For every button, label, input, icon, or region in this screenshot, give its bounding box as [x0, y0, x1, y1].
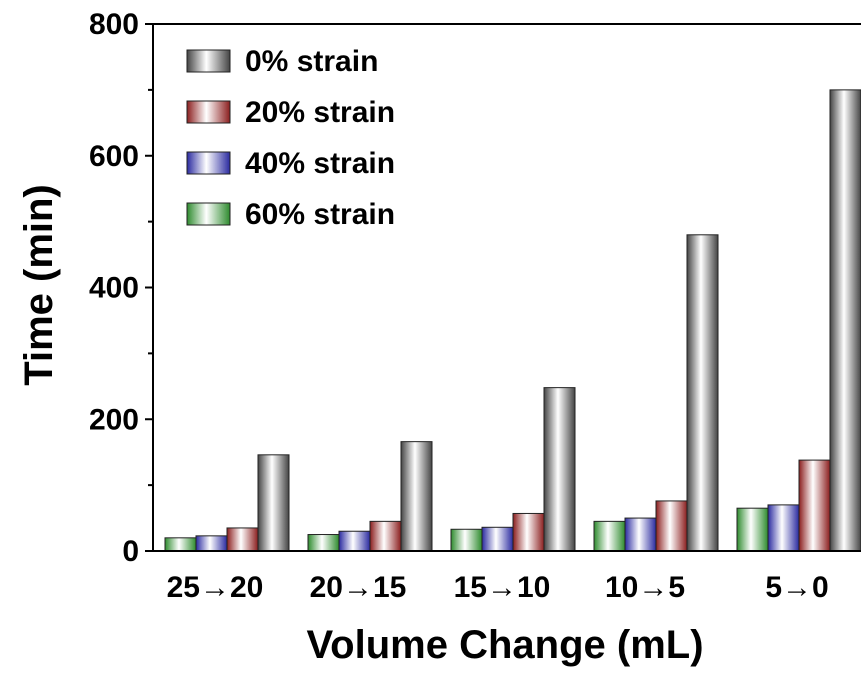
bar	[686, 234, 719, 552]
x-axis-title: Volume Change (mL)	[306, 623, 703, 667]
bar	[543, 387, 576, 552]
bar	[512, 512, 545, 552]
bar	[450, 528, 483, 552]
bar	[195, 535, 228, 552]
x-tick-label: 10→5	[605, 571, 685, 604]
x-tick-label: 25→20	[167, 571, 264, 604]
y-tick-label: 0	[122, 535, 139, 568]
legend: 0% strain 20% strain 40% strain 60% strain	[186, 45, 395, 231]
legend-swatch	[186, 100, 231, 124]
bar	[400, 441, 433, 552]
legend-swatch	[186, 151, 231, 175]
bar	[369, 520, 402, 552]
x-tick-label: 5→0	[765, 571, 828, 604]
bar	[829, 89, 861, 552]
bar	[624, 517, 657, 552]
bar	[164, 537, 197, 552]
legend-swatch	[186, 49, 231, 73]
legend-label: 40% strain	[245, 147, 395, 180]
bars-layer	[164, 89, 861, 552]
legend-label: 20% strain	[245, 96, 395, 129]
legend-label: 60% strain	[245, 198, 395, 231]
bar	[481, 526, 514, 552]
y-tick-label: 600	[89, 140, 139, 173]
bar	[736, 507, 769, 552]
legend-swatch	[186, 202, 231, 226]
bar	[338, 530, 371, 552]
y-tick-label: 200	[89, 403, 139, 436]
bar	[593, 520, 626, 552]
bar	[307, 534, 340, 552]
bar	[257, 454, 290, 552]
y-axis-title: Time (min)	[17, 184, 61, 386]
bar	[767, 504, 800, 552]
bar	[798, 459, 831, 552]
x-tick-label: 20→15	[310, 571, 407, 604]
x-tick-label: 15→10	[454, 571, 551, 604]
ticks-layer: 0 200 400 600 800 25→20 20→15 15→10 10→5 5→0	[89, 8, 829, 604]
bar	[655, 500, 688, 552]
bar	[226, 527, 259, 552]
y-tick-label: 800	[89, 8, 139, 41]
y-tick-label: 400	[89, 272, 139, 305]
legend-label: 0% strain	[245, 45, 378, 78]
